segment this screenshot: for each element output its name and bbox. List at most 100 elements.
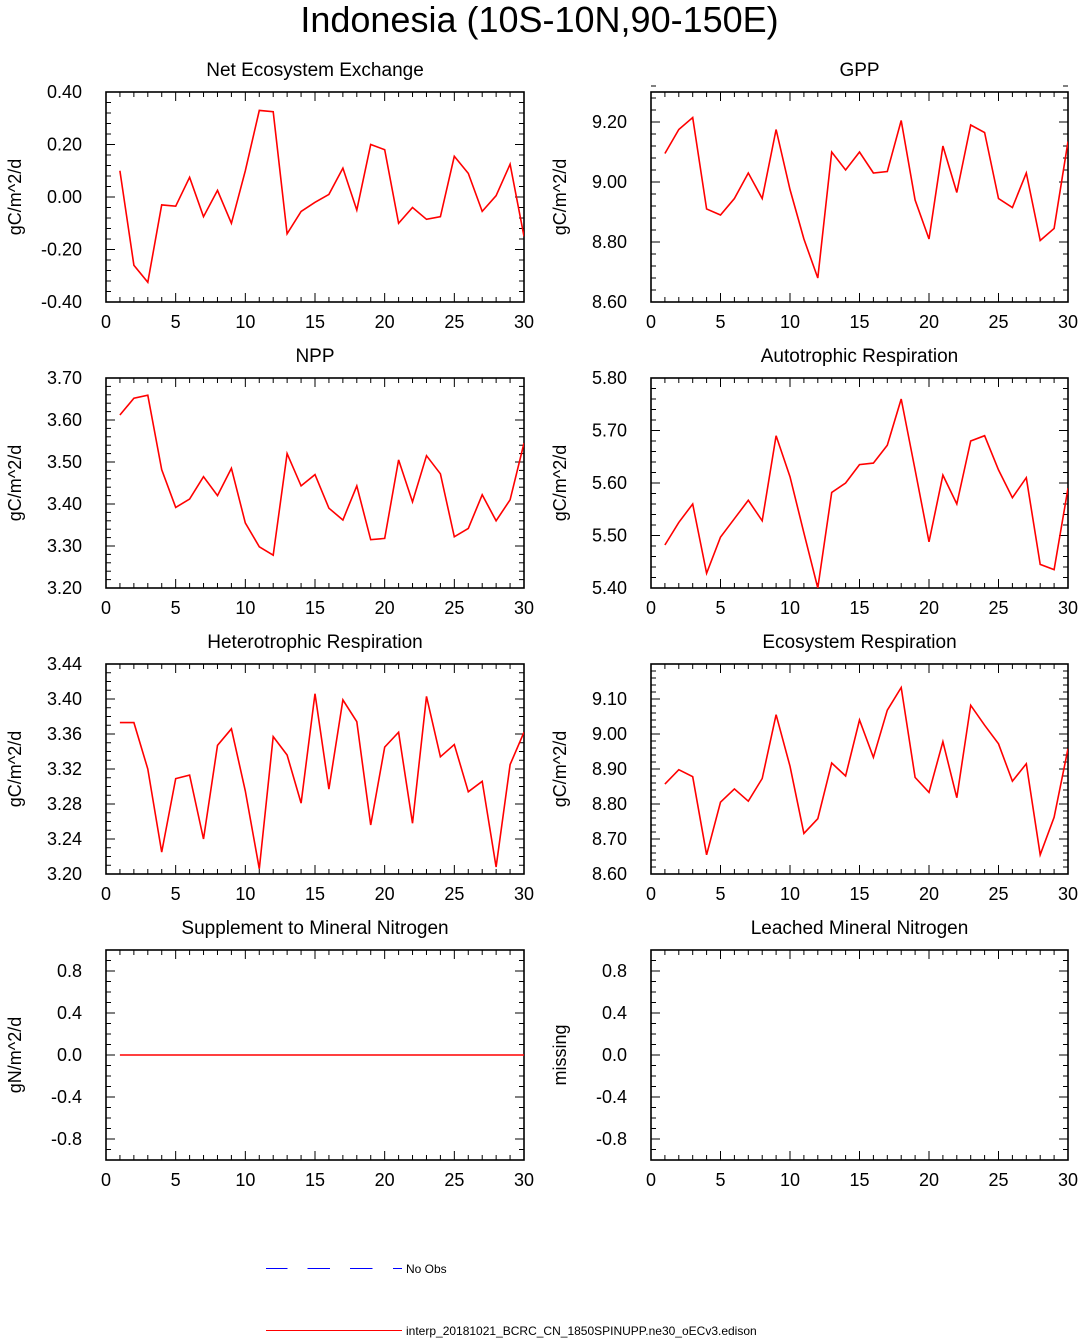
x-tick-label: 10 (235, 884, 255, 904)
y-tick-label: 0.00 (47, 187, 82, 207)
chart-title: NPP (295, 346, 334, 367)
y-tick-label: 0.0 (602, 1045, 627, 1065)
x-tick-label: 20 (375, 312, 395, 332)
y-tick-label: 3.60 (47, 410, 82, 430)
x-tick-label: 25 (444, 1170, 464, 1190)
x-tick-label: 25 (988, 1170, 1008, 1190)
y-tick-label: -0.4 (596, 1087, 627, 1107)
x-tick-label: 30 (1058, 312, 1078, 332)
series-line (119, 394, 524, 557)
y-tick-label: 0.20 (47, 135, 82, 155)
y-tick-label: 5.40 (592, 578, 627, 598)
legend-obs-line (266, 1268, 402, 1270)
series-line (119, 109, 524, 285)
chart-title: Net Ecosystem Exchange (206, 60, 424, 81)
x-tick-label: 0 (646, 312, 656, 332)
x-tick-label: 25 (988, 598, 1008, 618)
y-axis-label: gC/m^2/d (550, 159, 570, 235)
plot-frame (105, 91, 525, 303)
chart-panel: Heterotrophic Respiration gC/m^2/d 0 5 10 15 2… (5, 632, 534, 904)
chart-panel: Net Ecosystem Exchange gC/m^2/d 0 5 10 15 20 25… (5, 60, 534, 332)
x-tick-label: 20 (375, 884, 395, 904)
x-tick-label: 0 (646, 1170, 656, 1190)
y-tick-label: 3.36 (47, 724, 82, 744)
y-tick-label: 3.30 (47, 536, 82, 556)
x-tick-label: 0 (101, 884, 111, 904)
y-tick-label: 3.20 (47, 864, 82, 884)
y-axis-label: gC/m^2/d (5, 445, 25, 521)
chart-panel: Autotrophic Respiration gC/m^2/d 0 5 10 15 20 2… (550, 346, 1078, 618)
chart-title: Ecosystem Respiration (762, 632, 956, 653)
plot-frame (650, 91, 1069, 303)
x-tick-label: 20 (919, 312, 939, 332)
y-tick-label: 8.70 (592, 829, 627, 849)
y-tick-label: -0.4 (51, 1087, 82, 1107)
x-tick-label: 0 (101, 1170, 111, 1190)
y-tick-label: -0.8 (596, 1129, 627, 1149)
chart-title: Supplement to Mineral Nitrogen (181, 918, 448, 939)
y-tick-label: 5.70 (592, 421, 627, 441)
x-tick-label: 20 (919, 884, 939, 904)
y-tick-label: 0.40 (47, 82, 82, 102)
chart-panel: NPP gC/m^2/d 0 5 10 15 20 25 30 3.20 3.30 3.40 3.50 3… (5, 346, 534, 618)
x-tick-label: 20 (375, 1170, 395, 1190)
y-tick-label: -0.40 (41, 292, 82, 312)
y-axis-label: gC/m^2/d (550, 445, 570, 521)
x-tick-label: 0 (101, 598, 111, 618)
x-tick-label: 25 (444, 884, 464, 904)
x-tick-label: 10 (780, 598, 800, 618)
series-line (664, 685, 1068, 858)
x-tick-label: 5 (715, 1170, 725, 1190)
y-tick-label: 0.8 (57, 961, 82, 981)
series-line (119, 693, 524, 869)
legend-model-line (266, 1330, 402, 1331)
y-axis-label: gN/m^2/d (5, 1017, 25, 1093)
x-tick-label: 15 (849, 598, 869, 618)
x-tick-label: 15 (849, 1170, 869, 1190)
x-tick-label: 15 (305, 312, 325, 332)
x-tick-label: 25 (444, 598, 464, 618)
x-tick-label: 5 (171, 884, 181, 904)
y-tick-label: 5.50 (592, 526, 627, 546)
y-tick-label: 3.40 (47, 689, 82, 709)
y-tick-label: 9.20 (592, 112, 627, 132)
y-tick-label: 8.80 (592, 794, 627, 814)
x-tick-label: 10 (780, 312, 800, 332)
x-tick-label: 10 (235, 1170, 255, 1190)
y-tick-label: -0.20 (41, 240, 82, 260)
y-axis-label: missing (550, 1024, 570, 1085)
y-tick-label: 3.20 (47, 578, 82, 598)
series-line (664, 398, 1068, 588)
chart-panel: Ecosystem Respiration gC/m^2/d 0 5 10 15 20 25 3… (550, 632, 1078, 904)
y-tick-label: 9.00 (592, 724, 627, 744)
plot-frame (650, 663, 1069, 875)
x-tick-label: 25 (988, 884, 1008, 904)
x-tick-label: 20 (919, 598, 939, 618)
y-axis-label: gC/m^2/d (5, 159, 25, 235)
y-tick-label: 3.50 (47, 452, 82, 472)
chart-title: Autotrophic Respiration (761, 346, 959, 367)
chart-title: GPP (839, 60, 879, 81)
plot-frame (650, 949, 1069, 1161)
x-tick-label: 10 (235, 312, 255, 332)
chart-title: Heterotrophic Respiration (207, 632, 422, 653)
y-tick-label: 8.80 (592, 232, 627, 252)
x-tick-label: 30 (1058, 884, 1078, 904)
x-tick-label: 30 (514, 1170, 534, 1190)
y-tick-label: 3.28 (47, 794, 82, 814)
x-tick-label: 30 (514, 598, 534, 618)
y-tick-label: 9.10 (592, 689, 627, 709)
y-tick-label: 0.4 (602, 1003, 627, 1023)
x-tick-label: 0 (101, 312, 111, 332)
y-tick-label: 3.70 (47, 368, 82, 388)
y-axis-label: gC/m^2/d (550, 731, 570, 807)
y-tick-label: 3.32 (47, 759, 82, 779)
x-tick-label: 30 (514, 312, 534, 332)
x-tick-label: 30 (1058, 1170, 1078, 1190)
x-tick-label: 10 (780, 884, 800, 904)
y-axis-label: gC/m^2/d (5, 731, 25, 807)
y-tick-label: 3.44 (47, 654, 82, 674)
y-tick-label: 8.60 (592, 864, 627, 884)
x-tick-label: 20 (919, 1170, 939, 1190)
